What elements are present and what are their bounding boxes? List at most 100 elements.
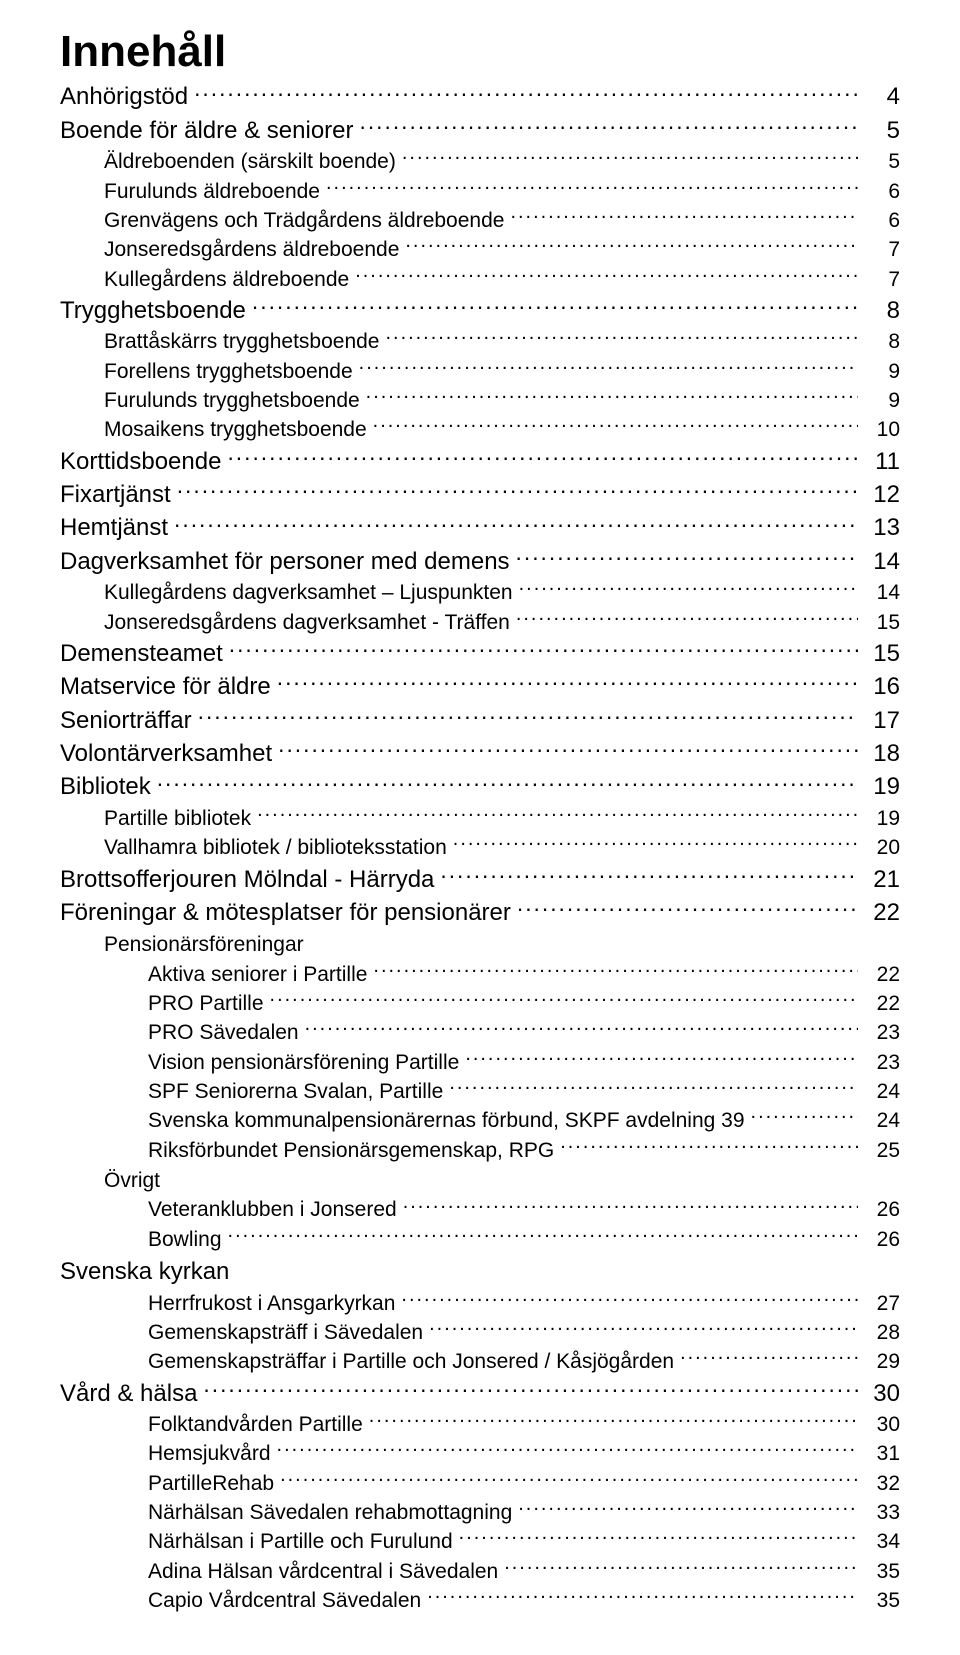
- toc-leader-dots: [280, 1469, 858, 1490]
- toc-entry-page: 19: [864, 771, 900, 803]
- toc-entry-label: Capio Vårdcentral Sävedalen: [148, 1587, 421, 1615]
- toc-entry-page: 11: [864, 446, 900, 478]
- toc-entry: Äldreboenden (särskilt boende)5: [60, 147, 900, 176]
- toc-entry-label: Riksförbundet Pensionärsgemenskap, RPG: [148, 1137, 554, 1165]
- toc-entry-label: Aktiva seniorer i Partille: [148, 961, 367, 989]
- toc-entry: SPF Seniorerna Svalan, Partille24: [60, 1077, 900, 1106]
- toc-leader-dots: [517, 896, 858, 920]
- toc-leader-dots: [252, 294, 858, 318]
- toc-entry-label: Partille bibliotek: [104, 805, 251, 833]
- toc-entry-page: 6: [864, 207, 900, 235]
- toc-entry: Korttidsboende 11: [60, 445, 900, 478]
- toc-entry-page: 8: [864, 328, 900, 356]
- toc-entry-label: Korttidsboende: [60, 446, 221, 478]
- toc-entry-label: Äldreboenden (särskilt boende): [104, 148, 396, 176]
- toc-leader-dots: [257, 804, 858, 825]
- toc-entry-label: Jonseredsgårdens äldreboende: [104, 236, 399, 264]
- toc-entry-page: 26: [864, 1226, 900, 1254]
- toc-leader-dots: [440, 863, 858, 887]
- toc-entry-page: 12: [864, 479, 900, 511]
- page-title: Innehåll: [60, 28, 900, 76]
- toc-entry-page: 22: [864, 961, 900, 989]
- toc-entry-page: 7: [864, 236, 900, 264]
- toc-leader-dots: [177, 478, 858, 502]
- toc-leader-dots: [427, 1586, 858, 1607]
- toc-leader-dots: [405, 235, 858, 256]
- toc-leader-dots: [373, 415, 858, 436]
- toc-entry-page: 30: [864, 1411, 900, 1439]
- toc-entry: Volontärverksamhet18: [60, 737, 900, 770]
- toc-entry-page: 29: [864, 1348, 900, 1376]
- toc-entry-page: 21: [864, 864, 900, 896]
- toc-entry-page: 32: [864, 1470, 900, 1498]
- toc-entry: Närhälsan Sävedalen rehabmottagning33: [60, 1498, 900, 1527]
- toc-entry-page: 35: [864, 1587, 900, 1615]
- toc-entry: Boende för äldre & seniorer 5: [60, 114, 900, 147]
- toc-entry-page: 33: [864, 1499, 900, 1527]
- toc-entry-label: Svenska kommunalpensionärernas förbund, …: [148, 1107, 745, 1135]
- toc-leader-dots: [403, 1195, 858, 1216]
- toc-entry-label: Vård & hälsa: [60, 1378, 197, 1410]
- toc-entry-page: 31: [864, 1440, 900, 1468]
- toc-entry: Jonseredsgårdens dagverksamhet - Träffen…: [60, 608, 900, 637]
- toc-entry-page: 18: [864, 738, 900, 770]
- toc-entry-label: Föreningar & mötesplatser för pensionäre…: [60, 897, 511, 929]
- toc-leader-dots: [174, 511, 858, 535]
- toc-entry: Bibliotek 19: [60, 770, 900, 803]
- toc-leader-dots: [360, 114, 858, 138]
- toc-entry-label: Kullegårdens äldreboende: [104, 266, 349, 294]
- toc-entry-page: 23: [864, 1019, 900, 1047]
- toc-entry-label: Mosaikens trygghetsboende: [104, 416, 367, 444]
- toc-leader-dots: [227, 445, 858, 469]
- toc-entry: Vård & hälsa30: [60, 1377, 900, 1410]
- toc-leader-dots: [680, 1347, 858, 1368]
- toc-entry: Aktiva seniorer i Partille 22: [60, 960, 900, 989]
- toc-entry-page: 22: [864, 990, 900, 1018]
- toc-entry-label: Gemenskapsträff i Sävedalen: [148, 1319, 423, 1347]
- toc-entry-page: 6: [864, 178, 900, 206]
- toc-entry: PartilleRehab32: [60, 1469, 900, 1498]
- toc-entry: Capio Vårdcentral Sävedalen 35: [60, 1586, 900, 1615]
- toc-leader-dots: [157, 770, 858, 794]
- toc-entry: Herrfrukost i Ansgarkyrkan27: [60, 1289, 900, 1318]
- toc-entry: PRO Sävedalen23: [60, 1018, 900, 1047]
- toc-leader-dots: [385, 327, 858, 348]
- toc-entry-label: Brattåskärrs trygghetsboende: [104, 328, 379, 356]
- toc-entry-label: Furulunds trygghetsboende: [104, 387, 360, 415]
- toc-entry: Svenska kommunalpensionärernas förbund, …: [60, 1106, 900, 1135]
- toc-entry-page: 35: [864, 1558, 900, 1586]
- toc-entry-label: Dagverksamhet för personer med demens: [60, 546, 510, 578]
- toc-entry-page: 24: [864, 1107, 900, 1135]
- toc-leader-dots: [518, 1498, 858, 1519]
- toc-entry-label: Seniorträffar: [60, 705, 192, 737]
- toc-entry: Veteranklubben i Jonsered26: [60, 1195, 900, 1224]
- toc-leader-dots: [519, 578, 858, 599]
- toc-leader-dots: [194, 80, 858, 104]
- toc-entry: Matservice för äldre16: [60, 670, 900, 703]
- toc-entry: Bowling26: [60, 1225, 900, 1254]
- toc-leader-dots: [751, 1106, 858, 1127]
- toc-entry: Kullegårdens äldreboende7: [60, 265, 900, 294]
- toc-entry-page: 27: [864, 1290, 900, 1318]
- toc-entry-label: Boende för äldre & seniorer: [60, 115, 354, 147]
- toc-entry-label: Hemsjukvård: [148, 1440, 271, 1468]
- toc-entry: Brattåskärrs trygghetsboende 8: [60, 327, 900, 356]
- toc-entry-label: Veteranklubben i Jonsered: [148, 1196, 397, 1224]
- toc-entry: Fixartjänst12: [60, 478, 900, 511]
- toc-entry: Trygghetsboende8: [60, 294, 900, 327]
- toc-entry: Furulunds äldreboende 6: [60, 177, 900, 206]
- toc-entry: Jonseredsgårdens äldreboende 7: [60, 235, 900, 264]
- toc-entry: Mosaikens trygghetsboende10: [60, 415, 900, 444]
- toc-entry-page: 13: [864, 512, 900, 544]
- toc-entry: Furulunds trygghetsboende9: [60, 386, 900, 415]
- toc-entry-label: Furulunds äldreboende: [104, 178, 320, 206]
- toc-entry: Partille bibliotek19: [60, 804, 900, 833]
- toc-section-header: Pensionärsföreningar: [60, 929, 900, 959]
- toc-entry: Föreningar & mötesplatser för pensionäre…: [60, 896, 900, 929]
- toc-entry-label: PRO Partille: [148, 990, 264, 1018]
- toc-entry: Demensteamet15: [60, 637, 900, 670]
- toc-entry-label: Bibliotek: [60, 771, 151, 803]
- toc-entry-page: 28: [864, 1319, 900, 1347]
- toc-entry: Adina Hälsan vårdcentral i Sävedalen35: [60, 1557, 900, 1586]
- toc-entry-page: 5: [864, 115, 900, 147]
